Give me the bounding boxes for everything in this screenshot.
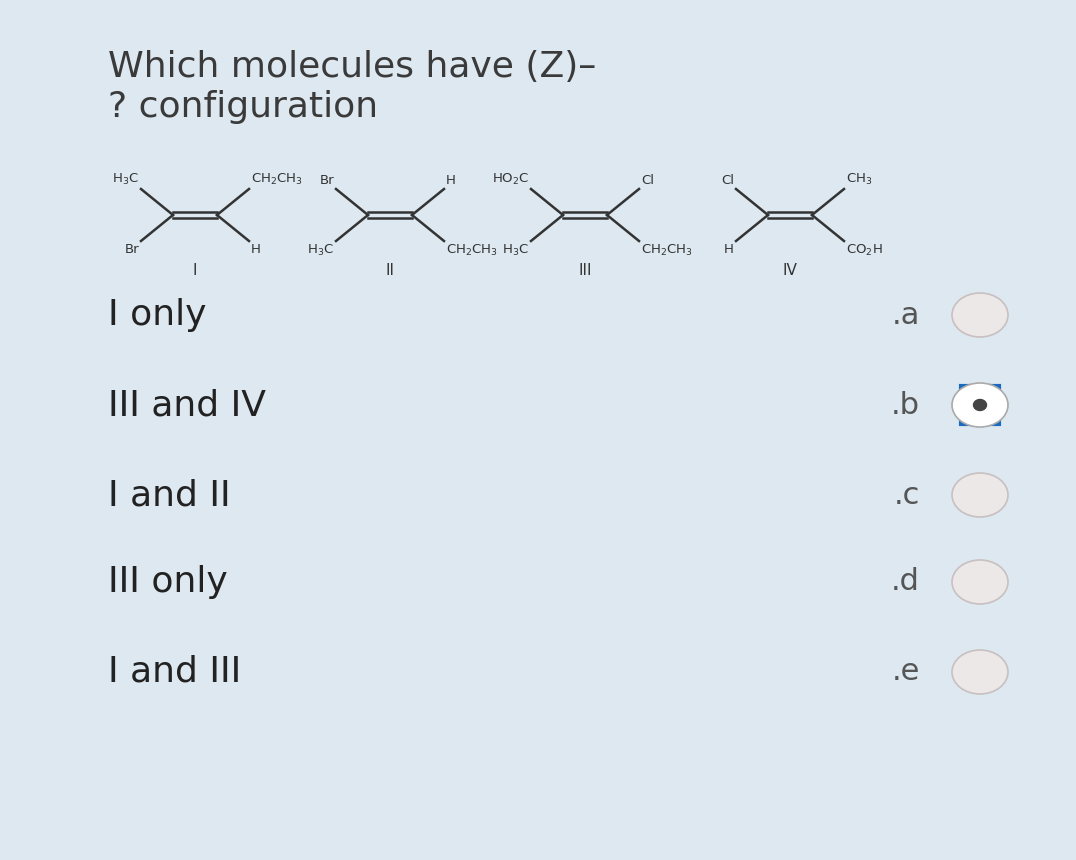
Ellipse shape <box>974 400 987 410</box>
Text: Cl: Cl <box>641 174 654 187</box>
Ellipse shape <box>952 650 1008 694</box>
Ellipse shape <box>952 560 1008 604</box>
Text: I only: I only <box>108 298 207 332</box>
Text: .b: .b <box>891 390 920 420</box>
Text: II: II <box>385 263 395 278</box>
Text: I: I <box>193 263 197 278</box>
Text: I and II: I and II <box>108 478 230 512</box>
Text: .d: .d <box>891 568 920 597</box>
Text: Which molecules have (Z)–: Which molecules have (Z)– <box>108 50 596 84</box>
Text: III: III <box>578 263 592 278</box>
Ellipse shape <box>952 293 1008 337</box>
Text: Br: Br <box>320 174 334 187</box>
Text: H: H <box>445 174 456 187</box>
Text: CH$_2$CH$_3$: CH$_2$CH$_3$ <box>641 243 693 258</box>
Text: IV: IV <box>782 263 797 278</box>
Text: CO$_2$H: CO$_2$H <box>846 243 882 258</box>
FancyBboxPatch shape <box>961 386 999 424</box>
Text: Br: Br <box>125 243 139 256</box>
Text: H: H <box>251 243 260 256</box>
Text: .a: .a <box>892 300 920 329</box>
Text: .e: .e <box>892 658 920 686</box>
Text: I and III: I and III <box>108 655 241 689</box>
Text: CH$_2$CH$_3$: CH$_2$CH$_3$ <box>251 172 303 187</box>
Text: ? configuration: ? configuration <box>108 90 378 124</box>
Text: HO$_2$C: HO$_2$C <box>492 172 529 187</box>
Text: CH$_3$: CH$_3$ <box>846 172 873 187</box>
Text: .c: .c <box>894 481 920 509</box>
Text: H$_3$C: H$_3$C <box>502 243 529 258</box>
Text: H: H <box>724 243 734 256</box>
Text: H$_3$C: H$_3$C <box>112 172 139 187</box>
Text: H$_3$C: H$_3$C <box>307 243 334 258</box>
Text: CH$_2$CH$_3$: CH$_2$CH$_3$ <box>445 243 498 258</box>
Ellipse shape <box>952 473 1008 517</box>
Text: III and IV: III and IV <box>108 388 266 422</box>
Text: Cl: Cl <box>721 174 734 187</box>
Text: III only: III only <box>108 565 228 599</box>
Ellipse shape <box>952 383 1008 427</box>
